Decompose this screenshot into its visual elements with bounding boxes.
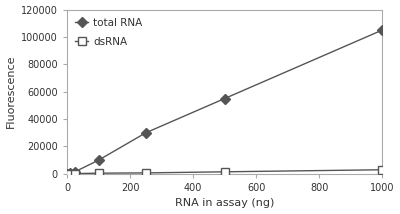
dsRNA	[222, 171, 227, 173]
total RNA	[68, 172, 72, 174]
Legend: total RNA, dsRNA: total RNA, dsRNA	[72, 15, 146, 50]
Line: dsRNA: dsRNA	[63, 166, 386, 178]
Line: total RNA: total RNA	[64, 27, 386, 177]
total RNA	[222, 97, 227, 100]
total RNA	[65, 172, 70, 175]
total RNA	[144, 131, 148, 134]
X-axis label: RNA in assay (ng): RNA in assay (ng)	[175, 198, 274, 208]
total RNA	[380, 29, 384, 31]
total RNA	[72, 171, 77, 173]
dsRNA	[144, 172, 148, 174]
dsRNA	[68, 172, 72, 175]
dsRNA	[380, 168, 384, 171]
total RNA	[96, 159, 101, 161]
dsRNA	[96, 172, 101, 174]
dsRNA	[72, 172, 77, 175]
Y-axis label: Fluorescence: Fluorescence	[6, 55, 16, 128]
dsRNA	[65, 172, 70, 175]
